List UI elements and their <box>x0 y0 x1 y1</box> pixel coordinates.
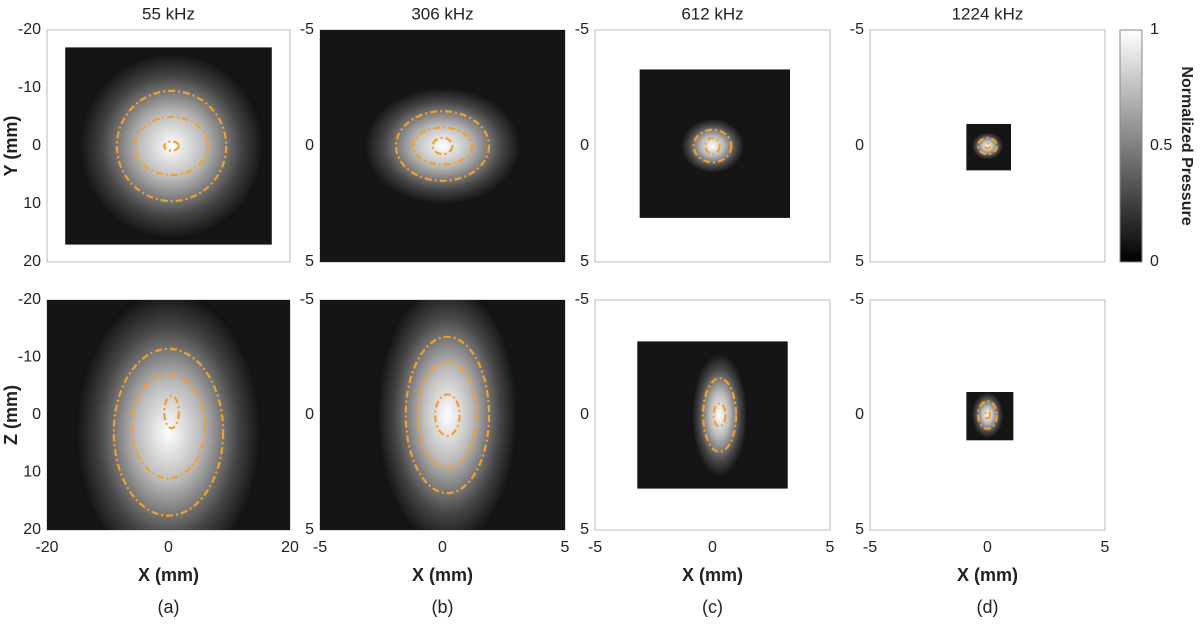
intensity-blob <box>363 86 522 206</box>
contour <box>394 110 491 182</box>
intensity-blob <box>75 300 262 530</box>
x-tick-label: -20 <box>35 539 58 556</box>
y-tick-label: 0 <box>305 406 314 423</box>
heatmap-layer <box>376 300 519 530</box>
y-tick-label: 20 <box>23 253 41 270</box>
y-tick-label: 5 <box>305 253 314 270</box>
y-tick-label: 5 <box>855 521 864 538</box>
contour <box>412 126 474 166</box>
intensity-blob <box>78 52 265 240</box>
heatmap-layer <box>75 300 262 530</box>
y-tick-label: -5 <box>850 21 864 38</box>
x-tick-label: 5 <box>1101 539 1110 556</box>
y-tick-label: 5 <box>580 253 589 270</box>
contour <box>431 136 454 156</box>
panel-caption: (d) <box>977 597 999 617</box>
x-tick-label: -5 <box>588 539 602 556</box>
contour <box>984 142 991 150</box>
x-axis-label: X (mm) <box>138 565 199 585</box>
contour <box>133 115 210 177</box>
heatmap-layer <box>971 132 1004 160</box>
x-axis-label: X (mm) <box>412 565 473 585</box>
colorbar-tick-label: 0 <box>1150 253 1159 270</box>
colorbar-label: Normalized Pressure <box>1178 66 1195 225</box>
contour <box>115 89 228 203</box>
contour <box>704 136 721 156</box>
x-tick-label: 20 <box>281 539 299 556</box>
contour <box>434 393 461 437</box>
panel-caption: (b) <box>432 597 454 617</box>
contour <box>712 402 727 428</box>
contour <box>163 140 180 152</box>
y-tick-label: -5 <box>300 291 314 308</box>
y-axis-label: Y (mm) <box>1 116 21 177</box>
y-tick-label: -5 <box>300 21 314 38</box>
contour <box>976 136 998 156</box>
y-tick-label: -5 <box>575 21 589 38</box>
heatmap-layer <box>691 352 748 478</box>
panel-title: 55 kHz <box>142 4 195 23</box>
x-tick-label: 0 <box>438 539 447 556</box>
panel-title: 1224 kHz <box>952 4 1024 23</box>
y-tick-label: -5 <box>850 291 864 308</box>
contour <box>404 335 491 495</box>
contour <box>130 373 207 480</box>
x-tick-label: 0 <box>164 539 173 556</box>
contour <box>692 128 733 164</box>
y-tick-label: 5 <box>580 521 589 538</box>
x-tick-label: -5 <box>313 539 327 556</box>
panel-caption: (a) <box>158 597 180 617</box>
panel-title: 612 kHz <box>681 4 743 23</box>
intensity-blob <box>376 300 519 530</box>
contour <box>416 361 478 470</box>
y-tick-label: 5 <box>305 521 314 538</box>
heatmap-layer <box>971 392 1004 439</box>
contour <box>112 347 225 517</box>
y-tick-label: 10 <box>23 464 41 481</box>
y-tick-label: 10 <box>23 195 41 212</box>
heatmap-layer <box>680 118 745 174</box>
y-tick-label: 20 <box>23 521 41 538</box>
y-tick-label: 0 <box>855 137 864 154</box>
x-axis-label: X (mm) <box>682 565 743 585</box>
y-tick-label: 0 <box>855 406 864 423</box>
contour <box>701 377 738 453</box>
y-tick-label: 0 <box>32 406 41 423</box>
x-tick-label: 5 <box>561 539 570 556</box>
y-tick-label: 0 <box>580 406 589 423</box>
y-tick-label: -20 <box>18 291 41 308</box>
y-tick-label: 0 <box>580 137 589 154</box>
colorbar-tick-label: 1 <box>1150 21 1159 38</box>
y-tick-label: -20 <box>18 21 41 38</box>
colorbar-tick-label: 0.5 <box>1150 137 1172 154</box>
heatmap-layer <box>363 86 522 206</box>
x-tick-label: 0 <box>983 539 992 556</box>
contour <box>976 400 998 430</box>
x-tick-label: 0 <box>708 539 717 556</box>
x-tick-label: 5 <box>826 539 835 556</box>
y-tick-label: -10 <box>18 349 41 366</box>
contour <box>984 410 991 420</box>
x-tick-label: -5 <box>863 539 877 556</box>
intensity-blob <box>971 392 1004 439</box>
intensity-blob <box>971 132 1004 160</box>
heatmap-layer <box>78 52 265 240</box>
y-axis-label: Z (mm) <box>1 385 21 445</box>
y-tick-label: 0 <box>32 137 41 154</box>
y-tick-label: 5 <box>855 253 864 270</box>
contour <box>163 394 180 430</box>
y-tick-label: 0 <box>305 137 314 154</box>
intensity-blob <box>691 352 748 478</box>
intensity-blob <box>680 118 745 174</box>
x-axis-label: X (mm) <box>957 565 1018 585</box>
panel-caption: (c) <box>702 597 723 617</box>
y-tick-label: -10 <box>18 79 41 96</box>
panel-title: 306 kHz <box>411 4 473 23</box>
y-tick-label: -5 <box>575 291 589 308</box>
